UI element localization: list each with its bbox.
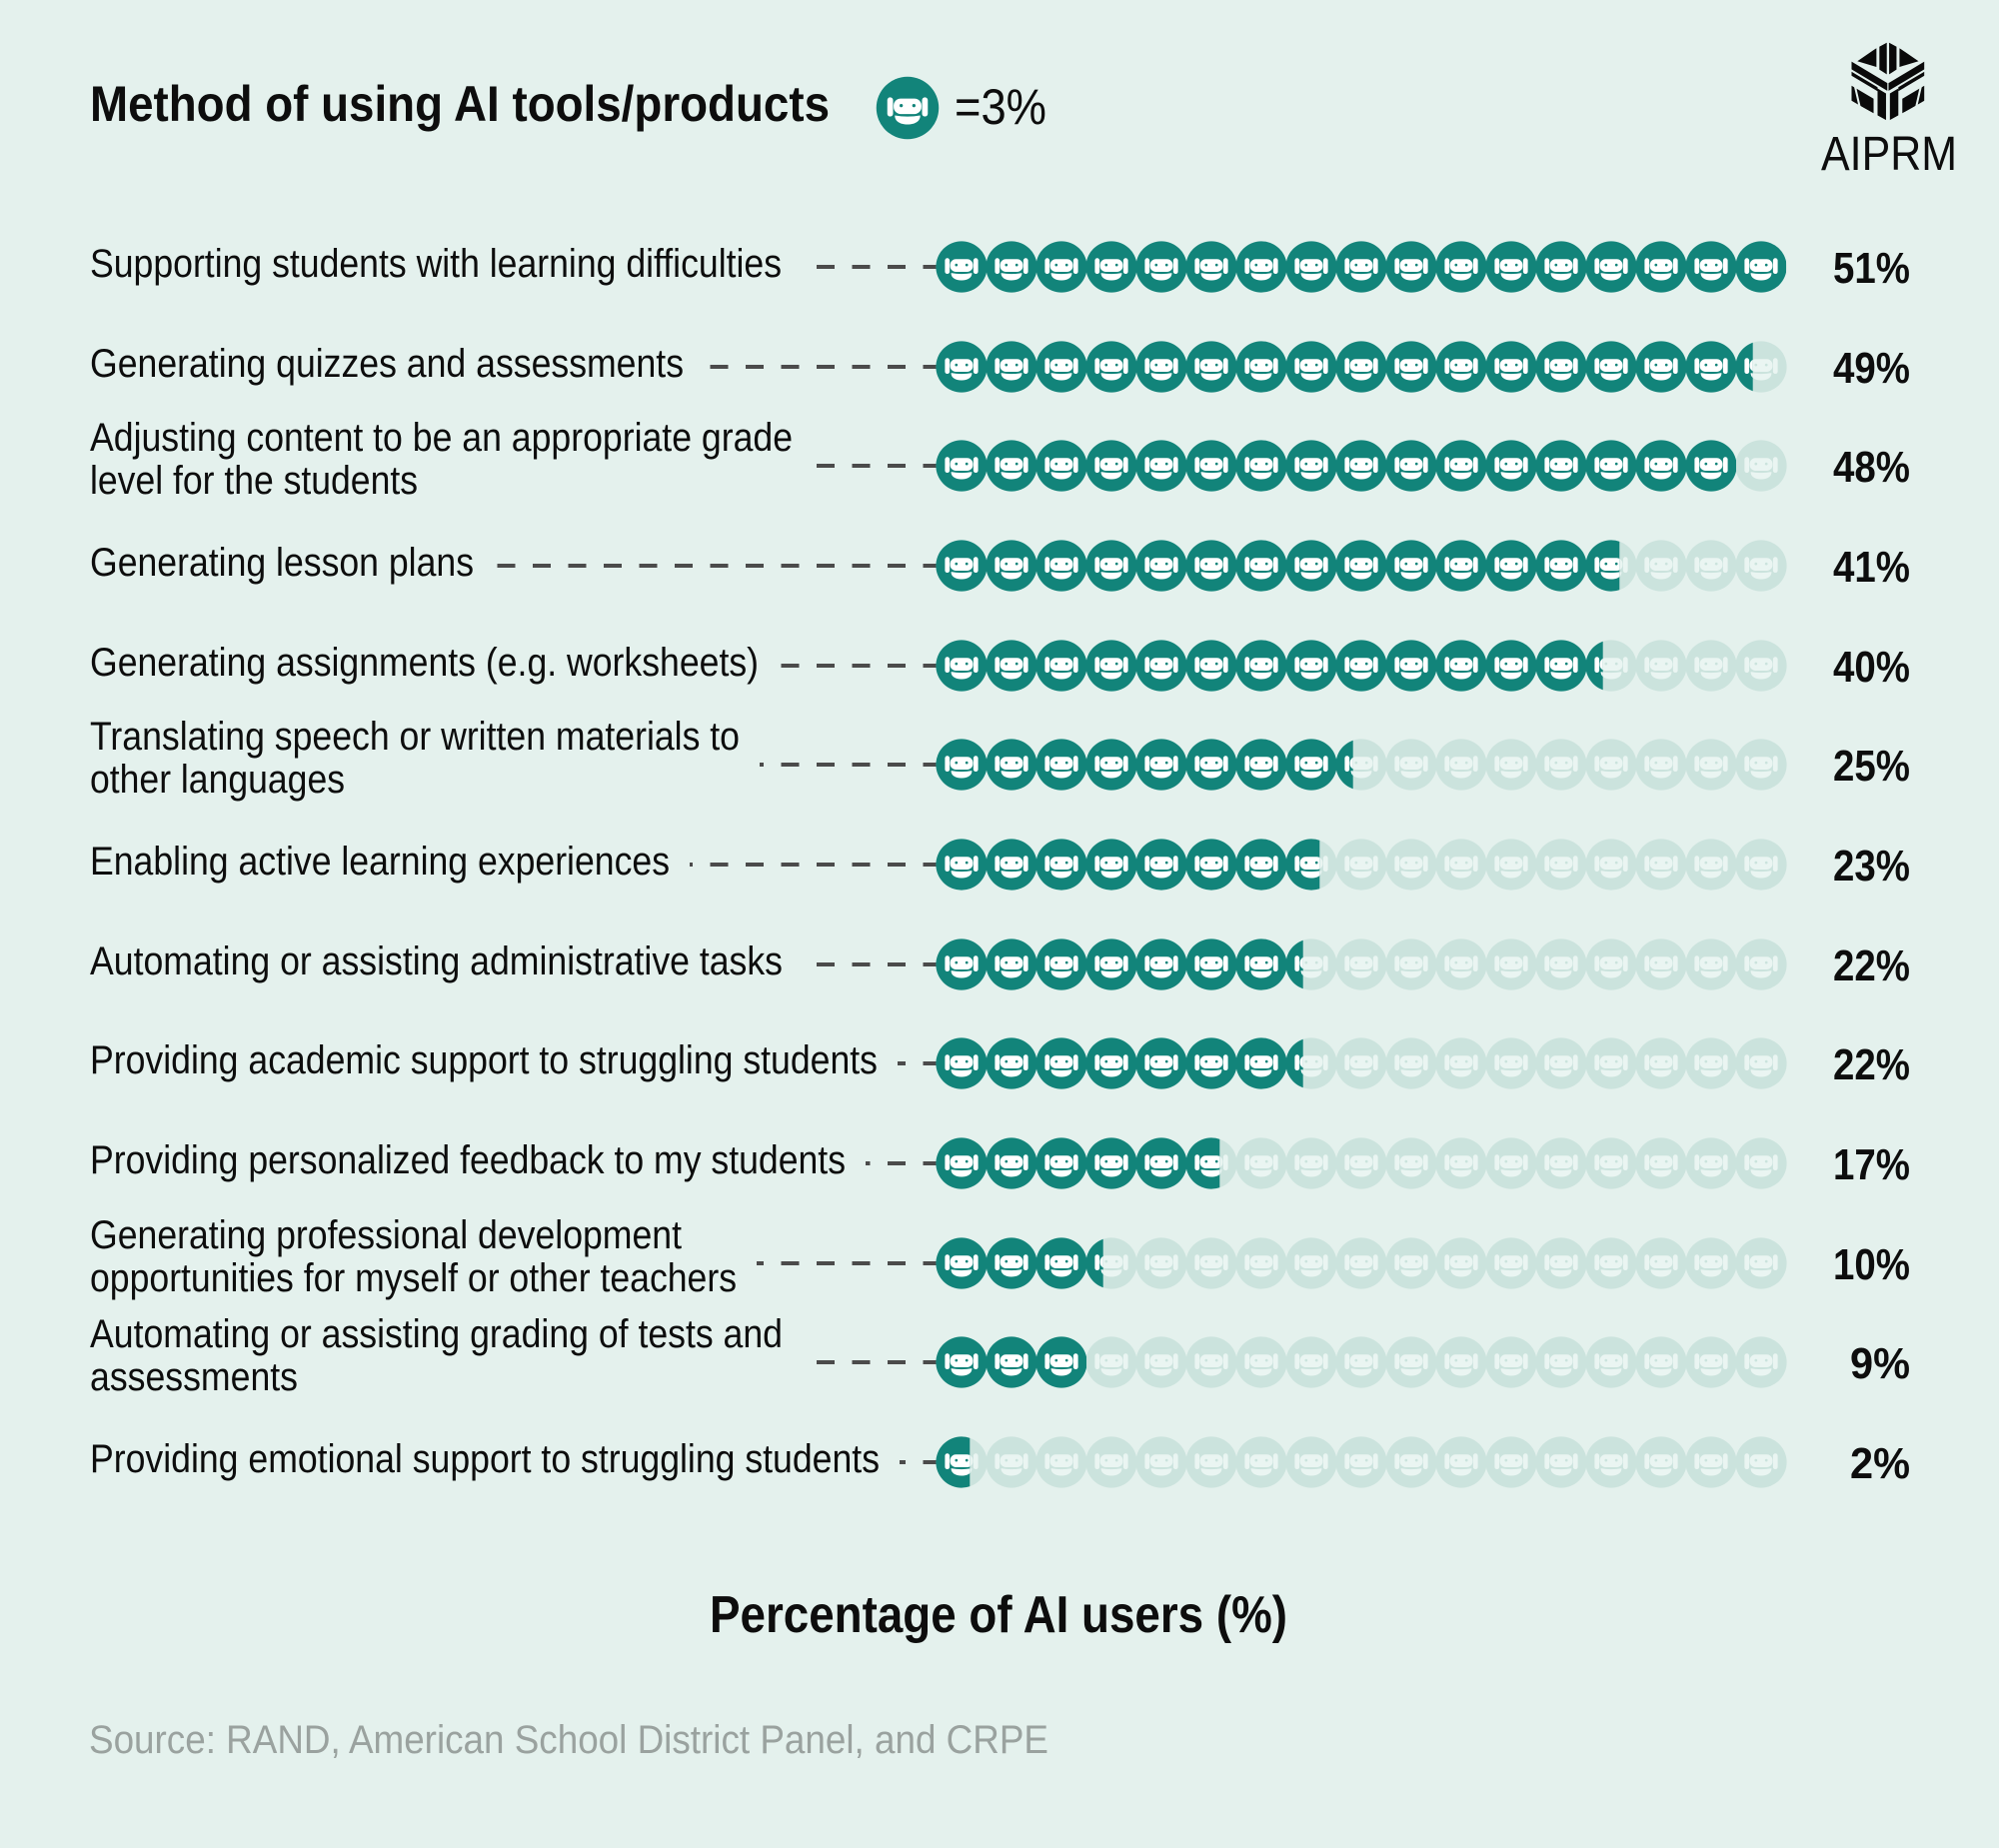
- svg-text:Generating professional develo: Generating professional development: [90, 1213, 682, 1257]
- svg-text:Source: RAND, American School: Source: RAND, American School District P…: [89, 1718, 1048, 1762]
- svg-text:41%: 41%: [1833, 543, 1910, 592]
- svg-text:Enabling active learning exper: Enabling active learning experiences: [90, 840, 670, 884]
- svg-text:Method of using AI tools/produ: Method of using AI tools/products: [90, 76, 830, 132]
- svg-text:AIPRM: AIPRM: [1821, 128, 1957, 181]
- svg-text:17%: 17%: [1833, 1140, 1910, 1189]
- svg-text:Providing personalized feedbac: Providing personalized feedback to my st…: [90, 1138, 846, 1182]
- svg-text:level for the students: level for the students: [90, 459, 418, 503]
- svg-text:Providing emotional support to: Providing emotional support to strugglin…: [90, 1437, 880, 1481]
- svg-text:Automating or assisting admini: Automating or assisting administrative t…: [90, 939, 783, 983]
- svg-text:Supporting students with learn: Supporting students with learning diffic…: [90, 242, 782, 286]
- svg-text:23%: 23%: [1833, 842, 1910, 891]
- svg-text:9%: 9%: [1850, 1339, 1910, 1388]
- svg-text:40%: 40%: [1833, 643, 1910, 692]
- svg-text:Providing academic support to: Providing academic support to struggling…: [90, 1038, 878, 1082]
- svg-text:Generating lesson plans: Generating lesson plans: [90, 541, 474, 585]
- svg-text:Adjusting content to be an app: Adjusting content to be an appropriate g…: [90, 416, 793, 460]
- svg-text:opportunities for myself or ot: opportunities for myself or other teache…: [90, 1256, 737, 1300]
- svg-text:2%: 2%: [1850, 1439, 1910, 1488]
- svg-text:Percentage of AI users (%): Percentage of AI users (%): [710, 1586, 1287, 1644]
- svg-text:25%: 25%: [1833, 742, 1910, 791]
- svg-text:22%: 22%: [1833, 1040, 1910, 1089]
- svg-text:Generating quizzes and assessm: Generating quizzes and assessments: [90, 342, 684, 386]
- svg-text:Automating or assisting gradin: Automating or assisting grading of tests…: [90, 1312, 783, 1356]
- svg-text:=3%: =3%: [955, 79, 1046, 135]
- svg-text:10%: 10%: [1833, 1240, 1910, 1289]
- svg-text:51%: 51%: [1833, 244, 1910, 293]
- svg-text:49%: 49%: [1833, 344, 1910, 393]
- svg-text:22%: 22%: [1833, 941, 1910, 990]
- svg-text:other languages: other languages: [90, 758, 345, 802]
- svg-text:Translating speech or written: Translating speech or written materials …: [90, 715, 740, 759]
- svg-text:Generating assignments (e.g. w: Generating assignments (e.g. worksheets): [90, 641, 759, 685]
- svg-text:assessments: assessments: [90, 1355, 298, 1399]
- svg-text:48%: 48%: [1833, 443, 1910, 492]
